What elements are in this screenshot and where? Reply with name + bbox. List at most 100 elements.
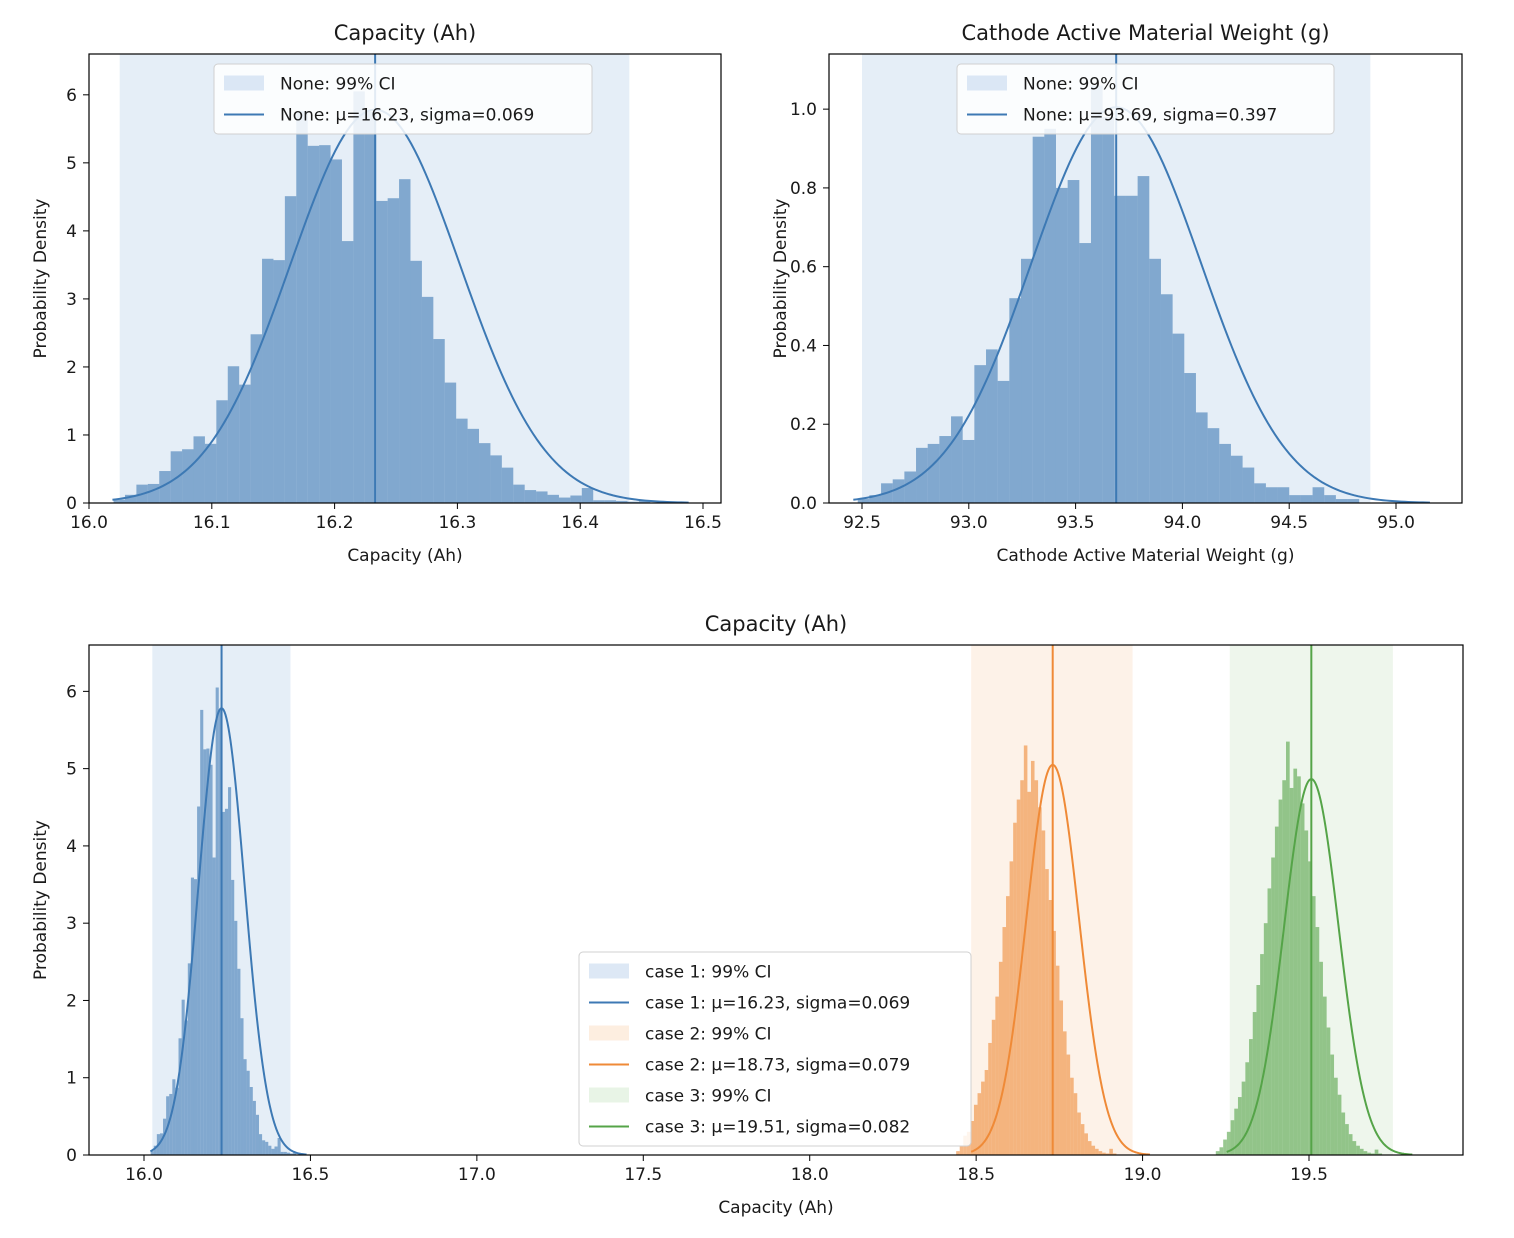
histogram-bar: [1319, 961, 1323, 1155]
histogram-bar: [524, 490, 537, 503]
histogram-bar: [265, 1141, 269, 1155]
histogram-bar: [1002, 927, 1007, 1155]
histogram-bar: [1378, 1153, 1383, 1155]
legend-label: None: μ=93.69, sigma=0.397: [1023, 106, 1277, 126]
histogram-bar: [1034, 780, 1039, 1155]
histogram-bar: [280, 1151, 284, 1155]
histogram-bar: [277, 1138, 281, 1155]
x-tick-label: 19.5: [1290, 1165, 1328, 1185]
histogram-bar: [1184, 373, 1196, 503]
y-tick-label: 0.8: [790, 179, 817, 199]
histogram-bar: [1245, 1062, 1250, 1155]
y-tick-label: 3: [66, 290, 77, 310]
histogram-bar: [1289, 495, 1301, 503]
histogram-bar: [638, 500, 651, 503]
normal-fit-curve: [970, 763, 1151, 1155]
legend-box: [956, 63, 1335, 135]
x-tick-label: 16.4: [561, 513, 599, 533]
histogram-bar: [376, 200, 388, 503]
histogram-bar: [124, 494, 137, 503]
histogram-bar: [283, 1151, 287, 1155]
histogram-bar: [1265, 487, 1278, 503]
histogram-bar: [1059, 1000, 1064, 1155]
histogram-bar: [490, 455, 502, 503]
y-tick-label: 6: [66, 682, 77, 702]
histogram-bar: [456, 418, 468, 503]
histogram-bar: [1352, 1141, 1357, 1155]
histogram-bar: [995, 996, 999, 1155]
histogram-bar: [227, 366, 240, 503]
histogram-bar: [433, 339, 445, 503]
histogram-bar: [1009, 861, 1014, 1155]
legend-item: case 2: 99% CI: [589, 1025, 772, 1045]
histogram-bar: [984, 1070, 989, 1155]
legend-item: None: μ=16.23, sigma=0.069: [224, 106, 534, 126]
y-axis-label: Probability Density: [31, 820, 51, 980]
histogram-bar: [892, 479, 905, 503]
legend-item: None: 99% CI: [967, 75, 1139, 95]
legend-label: None: 99% CI: [280, 75, 396, 95]
legend-label: case 2: 99% CI: [645, 1025, 772, 1045]
subplots: 16.0 16.1 16.2 16.3 16.4 16.5 0 1 2 3 4 5 6 Capacity …: [31, 21, 1464, 1218]
histogram-bar: [1087, 1141, 1092, 1155]
x-tick-label: 17.5: [624, 1165, 662, 1185]
histogram-bar: [1256, 985, 1261, 1155]
histogram-bar: [1006, 896, 1010, 1155]
histogram-bar: [330, 159, 342, 503]
histogram-bar: [1020, 780, 1024, 1155]
histogram-bar: [252, 1100, 256, 1155]
histogram-bar: [1304, 830, 1309, 1155]
x-tick-label: 93.5: [1057, 513, 1095, 533]
subplot-1: 16.0 16.1 16.2 16.3 16.4 16.5 0 1 2 3 4 5 6 Capacity …: [31, 21, 722, 566]
histogram-bar: [246, 1070, 250, 1155]
histogram-bar: [271, 1148, 275, 1155]
histogram-bar: [977, 1093, 982, 1155]
x-tick-label: 16.3: [438, 513, 476, 533]
x-tick-label: 16.0: [125, 1165, 163, 1185]
legend-ci-swatch: [589, 1025, 629, 1041]
histogram-bar: [1237, 1097, 1242, 1155]
histogram-bar: [1084, 1133, 1088, 1155]
histogram-bar: [1322, 996, 1327, 1155]
histogram-bar: [951, 416, 963, 503]
histogram-bar: [974, 365, 987, 503]
x-tick-label: 17.0: [458, 1165, 496, 1185]
histogram-bar: [1260, 954, 1264, 1155]
histogram-bar: [1095, 1148, 1099, 1155]
histogram-bar: [274, 1146, 278, 1155]
histogram-bar: [1038, 807, 1042, 1155]
legend-label: case 1: μ=16.23, sigma=0.069: [645, 994, 910, 1014]
y-tick-label: 2: [66, 358, 77, 378]
histogram-bar: [240, 1018, 244, 1155]
histogram-bar: [956, 1151, 960, 1155]
legend-label: None: μ=16.23, sigma=0.069: [280, 106, 534, 126]
x-tick-label: 18.0: [791, 1165, 829, 1185]
histogram-bar: [1021, 258, 1033, 503]
histogram-bar: [262, 258, 274, 503]
histogram-bar: [113, 499, 125, 503]
histogram-bar: [1073, 1093, 1078, 1155]
y-tick-label: 3: [66, 914, 77, 934]
histogram-bar: [215, 687, 219, 1155]
histogram-bar: [353, 91, 365, 503]
normal-fit-curve: [149, 707, 307, 1155]
histogram-bar: [1345, 1124, 1349, 1155]
histogram-bar: [1223, 1139, 1227, 1155]
histogram-bar: [1160, 294, 1173, 503]
histogram-bar: [255, 1114, 260, 1155]
histogram-bar: [988, 1042, 992, 1155]
histogram-bar: [273, 260, 285, 503]
y-tick-label: 4: [66, 222, 77, 242]
histogram-bar: [212, 857, 216, 1155]
x-tick-label: 18.5: [957, 1165, 995, 1185]
x-tick-label: 16.2: [316, 513, 354, 533]
histogram-bar: [159, 1133, 164, 1155]
histogram-bar: [1066, 1054, 1071, 1155]
histogram-bar: [1090, 85, 1103, 503]
histogram-bar: [181, 999, 185, 1155]
histogram-bar: [239, 384, 251, 503]
legend-item: None: 99% CI: [224, 75, 396, 95]
histogram-bar: [1348, 1134, 1353, 1155]
histogram-bar: [1016, 799, 1021, 1155]
